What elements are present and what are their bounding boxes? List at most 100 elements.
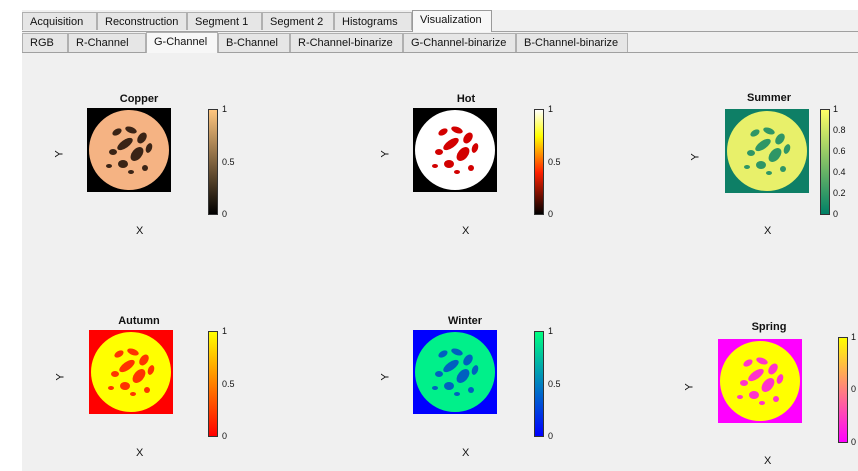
plot-title-autumn: Autumn — [118, 315, 160, 327]
sample-spot — [743, 359, 753, 367]
sample-spot — [747, 150, 755, 156]
colorbar-winter — [534, 331, 544, 437]
colorbar-tick: 0 — [833, 209, 839, 219]
colorbar-tick: 1 — [548, 326, 554, 336]
sample-spot — [471, 365, 479, 375]
plot-title-winter: Winter — [447, 315, 483, 327]
sample-spot — [137, 132, 147, 144]
main-tab-bar: Acquisition Reconstruction Segment 1 Seg… — [22, 10, 858, 32]
x-axis-label: X — [764, 455, 772, 467]
subtab-label: B-Channel-binarize — [524, 37, 619, 49]
plot-title-spring: Spring — [751, 321, 787, 333]
tab-acquisition[interactable]: Acquisition — [22, 12, 97, 30]
sample-spot — [454, 392, 460, 396]
subtab-label: RGB — [30, 37, 54, 49]
tab-label: Segment 1 — [195, 16, 249, 28]
sample-spot — [443, 137, 459, 151]
y-axis-label: Y — [379, 150, 392, 158]
sample-spot — [763, 127, 775, 135]
colorbar-tick: 0.6 — [833, 146, 846, 156]
sample-spot — [776, 374, 784, 384]
sample-spot — [435, 371, 443, 377]
subtab-g-channel-binarize[interactable]: G-Channel-binarize — [403, 33, 516, 52]
colorbar-tick: 0 — [222, 209, 228, 219]
sample-spot — [111, 371, 119, 377]
app-window: Acquisition Reconstruction Segment 1 Seg… — [22, 10, 858, 471]
sample-spot — [740, 380, 748, 386]
sample-spot — [117, 137, 133, 151]
sample-spot — [761, 378, 775, 392]
sample-spot — [443, 359, 459, 373]
subtab-b-channel-binarize[interactable]: B-Channel-binarize — [516, 33, 628, 52]
colorbar-tick: 0.8 — [833, 125, 846, 135]
x-axis-label: X — [764, 225, 772, 237]
x-axis-label: X — [462, 447, 470, 459]
sample-spot — [130, 392, 136, 396]
colorbar-hot — [534, 109, 544, 215]
tab-segment-2[interactable]: Segment 2 — [262, 12, 334, 30]
sample-spot — [132, 369, 146, 383]
colorbar-spring — [838, 337, 848, 443]
subtab-label: G-Channel — [154, 36, 208, 48]
tab-label: Acquisition — [30, 16, 84, 28]
y-axis-label: Y — [54, 373, 67, 381]
copper-image — [87, 108, 171, 192]
subtab-rgb[interactable]: RGB — [22, 33, 68, 52]
sample-spot — [438, 350, 448, 358]
colorbar-tick: 0.5 — [548, 379, 561, 389]
sample-spot — [756, 357, 768, 365]
plots-panel: Copper Y X 1 0.5 0 Hot Y X 1 0.5 0 Summe… — [22, 53, 858, 471]
sample-spot — [737, 395, 743, 399]
tab-reconstruction[interactable]: Reconstruction — [97, 12, 187, 30]
subtab-g-channel[interactable]: G-Channel — [146, 32, 218, 53]
channel-tab-bar: RGB R-Channel G-Channel B-Channel R-Chan… — [22, 32, 858, 53]
sample-spot — [114, 350, 124, 358]
sample-spot — [444, 382, 454, 390]
tab-histograms[interactable]: Histograms — [334, 12, 412, 30]
sample-spot — [456, 369, 470, 383]
colorbar-tick: 0 — [851, 437, 857, 447]
sample-spot — [463, 132, 473, 144]
spring-image — [718, 339, 802, 423]
sample-spot — [780, 166, 786, 172]
colorbar-tick: 0 — [548, 431, 554, 441]
colorbar-tick: 0 — [548, 209, 554, 219]
x-axis-label: X — [462, 225, 470, 237]
y-axis-label: Y — [689, 153, 702, 161]
hot-image — [413, 108, 497, 192]
x-axis-label: X — [136, 447, 144, 459]
sample-spot — [435, 149, 443, 155]
sample-spot — [755, 138, 771, 152]
sample-spot — [768, 363, 778, 375]
sample-spot — [432, 386, 438, 390]
sample-spot — [139, 354, 149, 366]
sample-spot — [145, 143, 153, 153]
subtab-r-channel[interactable]: R-Channel — [68, 33, 146, 52]
sample-disc — [720, 341, 800, 421]
plot-title-hot: Hot — [456, 93, 476, 105]
tab-segment-1[interactable]: Segment 1 — [187, 12, 262, 30]
colorbar-autumn — [208, 331, 218, 437]
x-axis-label: X — [136, 225, 144, 237]
sample-spot — [142, 165, 148, 171]
sample-disc — [415, 332, 495, 412]
sample-spot — [112, 128, 122, 136]
sample-spot — [451, 126, 463, 134]
tab-label: Reconstruction — [105, 16, 179, 28]
autumn-image — [89, 330, 173, 414]
sample-spot — [144, 387, 150, 393]
sample-disc — [727, 111, 807, 191]
subtab-b-channel[interactable]: B-Channel — [218, 33, 290, 52]
sample-spot — [463, 354, 473, 366]
sample-spot — [768, 148, 782, 162]
colorbar-tick: 0.5 — [222, 379, 235, 389]
colorbar-tick: 1 — [222, 104, 228, 114]
y-axis-label: Y — [53, 150, 66, 158]
sample-spot — [108, 386, 114, 390]
colorbar-tick: 1 — [548, 104, 554, 114]
sample-spot — [106, 164, 112, 168]
sample-spot — [127, 348, 139, 356]
tab-visualization[interactable]: Visualization — [412, 10, 492, 32]
sample-disc — [415, 110, 495, 190]
subtab-r-channel-binarize[interactable]: R-Channel-binarize — [290, 33, 403, 52]
